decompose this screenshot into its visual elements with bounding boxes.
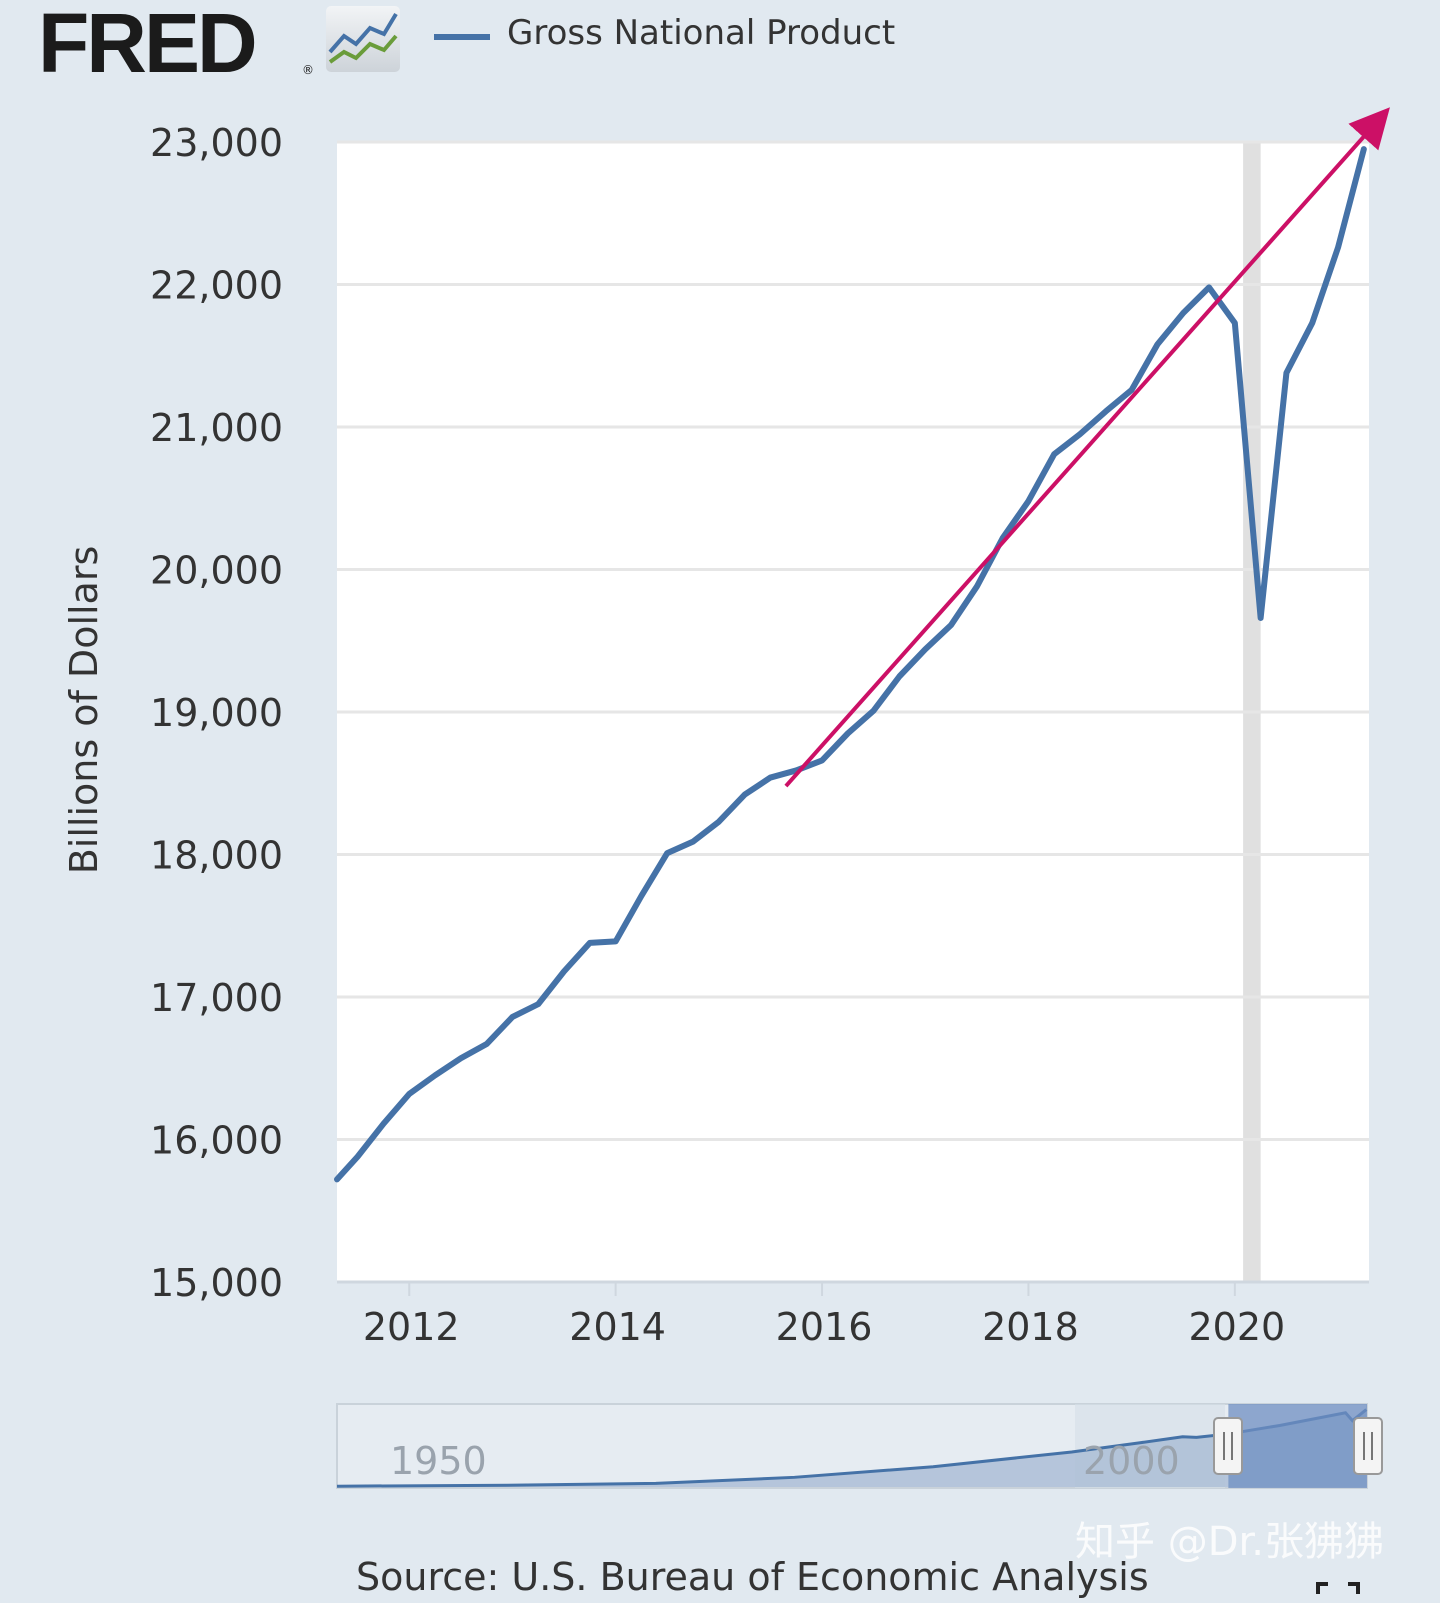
x-tick-label: 2016 [776, 1305, 873, 1349]
x-tick-label: 2020 [1188, 1305, 1285, 1349]
y-tick-label: 15,000 [150, 1261, 283, 1305]
legend[interactable]: Gross National Product [434, 13, 895, 53]
registered-mark: ® [302, 63, 314, 77]
source-note: Source: U.S. Bureau of Economic Analysis [356, 1555, 1149, 1599]
gridlines [337, 140, 1369, 1284]
y-tick-label: 23,000 [150, 121, 283, 165]
y-tick-label: 18,000 [150, 834, 283, 878]
y-axis: 15,000 16,000 17,000 18,000 19,000 20,000 21,0… [150, 121, 283, 1305]
fred-logo[interactable]: FRED ® [38, 0, 400, 90]
fred-logo-text: FRED [38, 0, 255, 90]
series-line-gross-national-product[interactable] [334, 146, 1367, 1183]
legend-series-name: Gross National Product [507, 13, 895, 53]
navigator-area-series [337, 1409, 1367, 1487]
x-tick-label: 2018 [982, 1305, 1079, 1349]
range-navigator[interactable]: 1950 2000 [336, 1403, 1383, 1489]
y-tick-label: 21,000 [150, 406, 283, 450]
navigator-selected-range[interactable] [1228, 1404, 1367, 1488]
trend-arrow-annotation [784, 107, 1390, 788]
y-tick-label: 19,000 [150, 691, 283, 735]
fred-chart-logo-icon [326, 6, 400, 72]
fullscreen-icon[interactable] [1316, 1582, 1360, 1594]
navigator-label-2000: 2000 [1083, 1439, 1180, 1483]
x-tick-label: 2014 [569, 1305, 666, 1349]
y-tick-label: 17,000 [150, 976, 283, 1020]
y-tick-label: 22,000 [150, 264, 283, 308]
navigator-handle-right[interactable] [1353, 1417, 1383, 1475]
navigator-label-1950: 1950 [390, 1439, 487, 1483]
navigator-handle-left[interactable] [1213, 1417, 1243, 1475]
y-tick-label: 16,000 [150, 1119, 283, 1163]
x-tick-label: 2012 [363, 1305, 460, 1349]
y-axis-title: Billions of Dollars [62, 546, 106, 875]
watermark-text: 知乎 @Dr.张狒狒 [1075, 1519, 1384, 1565]
x-axis: 2012 2014 2016 2018 2020 [363, 1282, 1285, 1349]
y-tick-label: 20,000 [150, 549, 283, 593]
